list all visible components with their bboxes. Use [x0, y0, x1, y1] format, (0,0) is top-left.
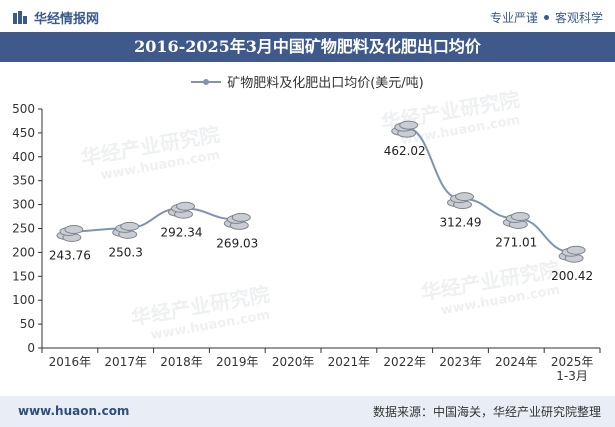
- series-line: [69, 207, 238, 233]
- separator-dot-icon: [543, 15, 549, 20]
- data-label: 243.76: [49, 248, 91, 262]
- data-label: 312.49: [440, 216, 482, 230]
- y-tick-label: 350: [12, 174, 35, 188]
- y-tick-label: 300: [12, 198, 35, 212]
- x-tick-label: 2017年: [104, 355, 147, 369]
- data-label: 462.02: [384, 144, 426, 158]
- top-bar: 华经情报网 专业严谨 客观科学: [0, 0, 615, 32]
- data-label: 292.34: [161, 225, 203, 239]
- data-label: 250.3: [109, 245, 143, 259]
- y-tick-label: 250: [12, 222, 35, 236]
- logo-text: 华经情报网: [34, 12, 100, 27]
- data-label: 269.03: [216, 236, 258, 250]
- line-chart: 0 50 100 150 200 250 300 350 400 450 500 2016年 2017年…: [12, 102, 601, 383]
- data-point-marker: [223, 212, 251, 230]
- footer: www.huaon.com 数据来源：中国海关，华经产业研究院整理: [0, 396, 615, 427]
- data-point-marker: [168, 201, 195, 219]
- logo: 华经情报网: [12, 8, 99, 27]
- slogan-left: 专业严谨: [489, 11, 538, 25]
- footer-website: www.huaon.com: [18, 404, 130, 418]
- x-tick-label: 2020年: [272, 355, 315, 369]
- data-label: 200.42: [551, 269, 593, 283]
- x-tick-label: 2022年: [383, 355, 426, 369]
- x-tick-label: 2016年: [49, 355, 92, 369]
- logo-icon: [13, 10, 27, 24]
- data-point-marker: [502, 211, 530, 229]
- legend-label: 矿物肥料及化肥出口均价(美元/吨): [227, 76, 424, 91]
- chart-legend: 矿物肥料及化肥出口均价(美元/吨): [0, 72, 615, 91]
- y-tick-label: 450: [12, 126, 35, 140]
- data-point-marker: [447, 192, 474, 210]
- data-point-marker: [112, 221, 140, 239]
- y-tick-label: 400: [12, 150, 35, 164]
- chart-title: 2016-2025年3月中国矿物肥料及化肥出口均价: [0, 32, 615, 62]
- y-tick-label: 150: [12, 269, 35, 283]
- series-line: [404, 126, 573, 254]
- slogan: 专业严谨 客观科学: [490, 9, 603, 26]
- y-tick-label: 0: [27, 341, 35, 355]
- data-point-marker: [391, 120, 419, 138]
- y-tick-label: 100: [12, 293, 35, 307]
- x-tick-label: 2018年: [160, 355, 203, 369]
- data-label: 271.01: [495, 235, 537, 249]
- legend-line-icon: [191, 78, 222, 85]
- y-tick-label: 200: [12, 245, 35, 259]
- y-tick-label: 50: [20, 317, 35, 331]
- y-tick-label: 500: [12, 102, 35, 116]
- data-point-marker: [558, 245, 586, 263]
- x-tick-label: 2021年: [328, 355, 371, 369]
- footer-source: 数据来源：中国海关，华经产业研究院整理: [372, 405, 601, 419]
- x-tick-label: 2024年: [495, 355, 538, 369]
- x-tick-label: 2025年: [551, 355, 594, 369]
- x-tick-label: 1-3月: [556, 369, 588, 383]
- x-tick-label: 2019年: [216, 355, 259, 369]
- slogan-right: 客观科学: [554, 11, 603, 25]
- data-point-marker: [56, 224, 84, 242]
- x-tick-label: 2023年: [439, 355, 482, 369]
